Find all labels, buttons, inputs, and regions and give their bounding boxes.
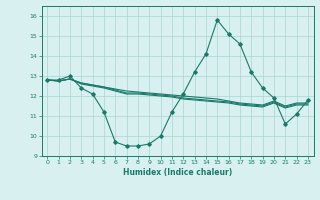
- X-axis label: Humidex (Indice chaleur): Humidex (Indice chaleur): [123, 168, 232, 177]
